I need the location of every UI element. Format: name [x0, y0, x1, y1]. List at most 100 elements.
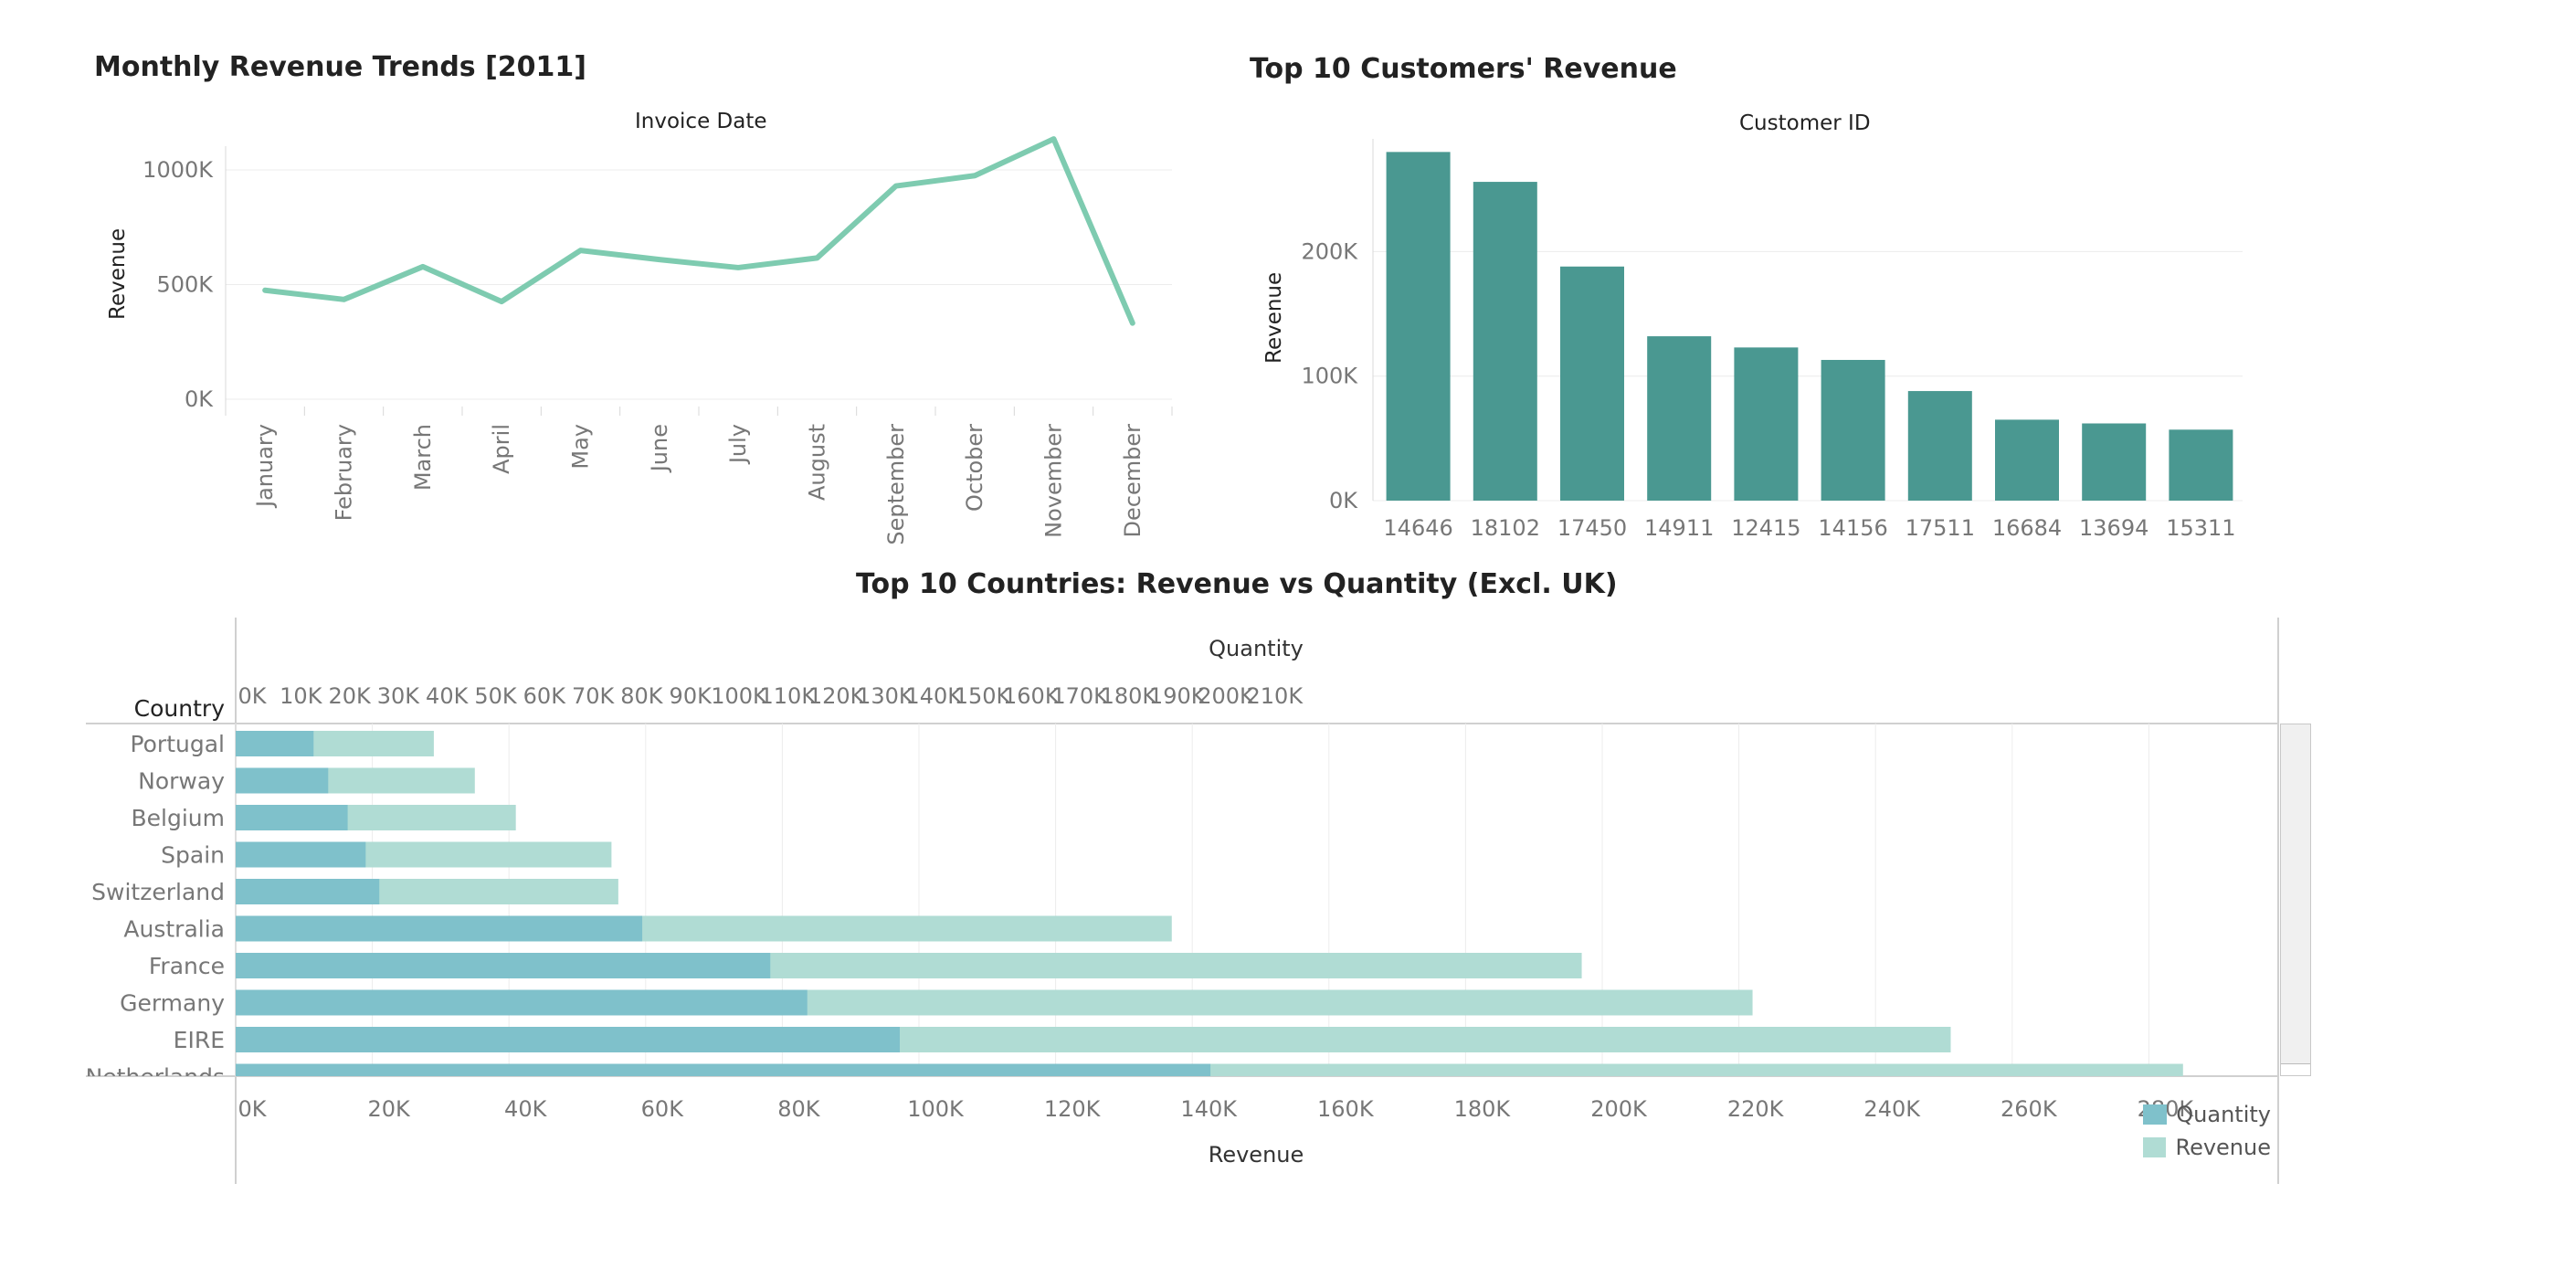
customer-chart-x-header: Customer ID — [1739, 111, 1871, 135]
line-x-tick-label: January — [252, 424, 278, 509]
country-label: Australia — [123, 916, 225, 943]
customer-x-tick-label: 15311 — [2166, 515, 2235, 541]
legend-swatch-revenue — [2143, 1137, 2167, 1157]
customer-x-tick-label: 14911 — [1644, 515, 1714, 541]
customer-bar — [1473, 182, 1537, 501]
quantity-tick-label: 50K — [474, 683, 518, 709]
line-x-tick-label: August — [805, 424, 830, 501]
quantity-tick-label: 0K — [238, 683, 267, 709]
customer-bar — [1734, 347, 1799, 501]
line-point — [421, 265, 424, 268]
customer-y-tick-label: 0K — [1329, 488, 1358, 513]
quantity-bar — [236, 1063, 1211, 1076]
customer-x-tick-label: 16684 — [1992, 515, 2062, 541]
quantity-tick-label: 90K — [670, 683, 713, 709]
country-label: France — [149, 953, 225, 979]
customer-y-tick-label: 200K — [1301, 238, 1358, 264]
line-x-tick-label: April — [489, 424, 514, 474]
quantity-tick-label: 20K — [328, 683, 372, 709]
line-point — [343, 298, 345, 301]
legend-item-revenue[interactable]: Revenue — [2143, 1131, 2271, 1164]
legend-label-quantity: Quantity — [2176, 1102, 2271, 1127]
customer-bar — [2169, 429, 2233, 501]
quantity-tick-label: 80K — [620, 683, 664, 709]
revenue-tick-label: 140K — [1180, 1096, 1238, 1122]
customer-x-tick-label: 17511 — [1906, 515, 1975, 541]
revenue-tick-label: 40K — [504, 1096, 548, 1122]
customer-y-tick-label: 100K — [1301, 364, 1358, 389]
line-point — [974, 174, 977, 177]
quantity-tick-label: 190K — [1149, 683, 1207, 709]
line-point — [894, 185, 897, 187]
country-label: Germany — [120, 990, 225, 1017]
line-x-tick-label: February — [332, 424, 357, 521]
quantity-tick-label: 210K — [1247, 683, 1304, 709]
customer-bar — [1995, 419, 2059, 501]
quantity-bar — [236, 1027, 901, 1052]
revenue-tick-label: 200K — [1590, 1096, 1648, 1122]
revenue-tick-label: 180K — [1454, 1096, 1512, 1122]
country-label: Portugal — [130, 731, 225, 757]
quantity-tick-label: 10K — [280, 683, 323, 709]
quantity-bar — [236, 767, 329, 794]
line-point — [658, 259, 660, 261]
quantity-bar — [236, 731, 314, 756]
line-x-tick-label: December — [1120, 424, 1145, 538]
country-label: Norway — [138, 768, 225, 795]
line-point — [816, 257, 818, 259]
country-list-scrollbar[interactable] — [2280, 724, 2311, 1076]
quantity-tick-label: 40K — [426, 683, 470, 709]
customer-bar — [1907, 391, 1972, 501]
quantity-tick-label: 120K — [808, 683, 866, 709]
line-x-tick-label: November — [1041, 424, 1067, 538]
quantity-tick-label: 130K — [857, 683, 914, 709]
quantity-tick-label: 100K — [711, 683, 768, 709]
line-x-tick-label: October — [962, 424, 987, 512]
quantity-bar — [236, 841, 366, 868]
line-x-tick-label: September — [883, 424, 909, 545]
line-x-tick-label: March — [410, 424, 436, 491]
line-point — [1131, 322, 1134, 324]
quantity-tick-label: 150K — [955, 683, 1012, 709]
line-chart-title: Monthly Revenue Trends [2011] — [94, 51, 587, 83]
quantity-tick-label: 70K — [572, 683, 616, 709]
scrollbar-thumb[interactable] — [2281, 1063, 2310, 1075]
country-label: Spain — [161, 842, 225, 869]
customer-bar — [1647, 336, 1712, 501]
customer-x-tick-label: 12415 — [1731, 515, 1800, 541]
customer-bar — [2082, 423, 2147, 501]
line-point — [737, 266, 740, 269]
quantity-tick-label: 160K — [1003, 683, 1061, 709]
country-label: Netherlands — [86, 1064, 225, 1091]
legend-item-quantity[interactable]: Quantity — [2143, 1098, 2271, 1131]
line-x-tick-label: June — [647, 424, 672, 473]
quantity-tick-label: 30K — [377, 683, 421, 709]
country-column-header: Country — [134, 695, 226, 722]
revenue-tick-label: 100K — [907, 1096, 965, 1122]
revenue-tick-label: 160K — [1317, 1096, 1375, 1122]
quantity-tick-label: 60K — [523, 683, 567, 709]
quantity-bar — [236, 915, 643, 942]
quantity-tick-label: 110K — [760, 683, 818, 709]
country-label: Belgium — [132, 805, 226, 831]
revenue-tick-label: 60K — [641, 1096, 685, 1122]
customer-x-tick-label: 18102 — [1471, 515, 1540, 541]
revenue-tick-label: 20K — [367, 1096, 411, 1122]
legend-label-revenue: Revenue — [2175, 1135, 2271, 1160]
revenue-tick-label: 240K — [1863, 1096, 1921, 1122]
revenue-tick-label: 120K — [1044, 1096, 1102, 1122]
revenue-line — [262, 136, 1135, 326]
quantity-bar — [236, 989, 808, 1016]
quantity-bar — [236, 953, 771, 978]
country-chart-legend: Quantity Revenue — [2143, 1098, 2271, 1164]
customer-bar — [1821, 359, 1885, 501]
line-point — [579, 249, 582, 252]
customer-bar — [1560, 266, 1624, 501]
legend-swatch-quantity — [2143, 1104, 2168, 1125]
line-point — [501, 301, 503, 303]
line-y-tick-label: 500K — [156, 272, 214, 298]
country-label: EIRE — [174, 1027, 225, 1053]
